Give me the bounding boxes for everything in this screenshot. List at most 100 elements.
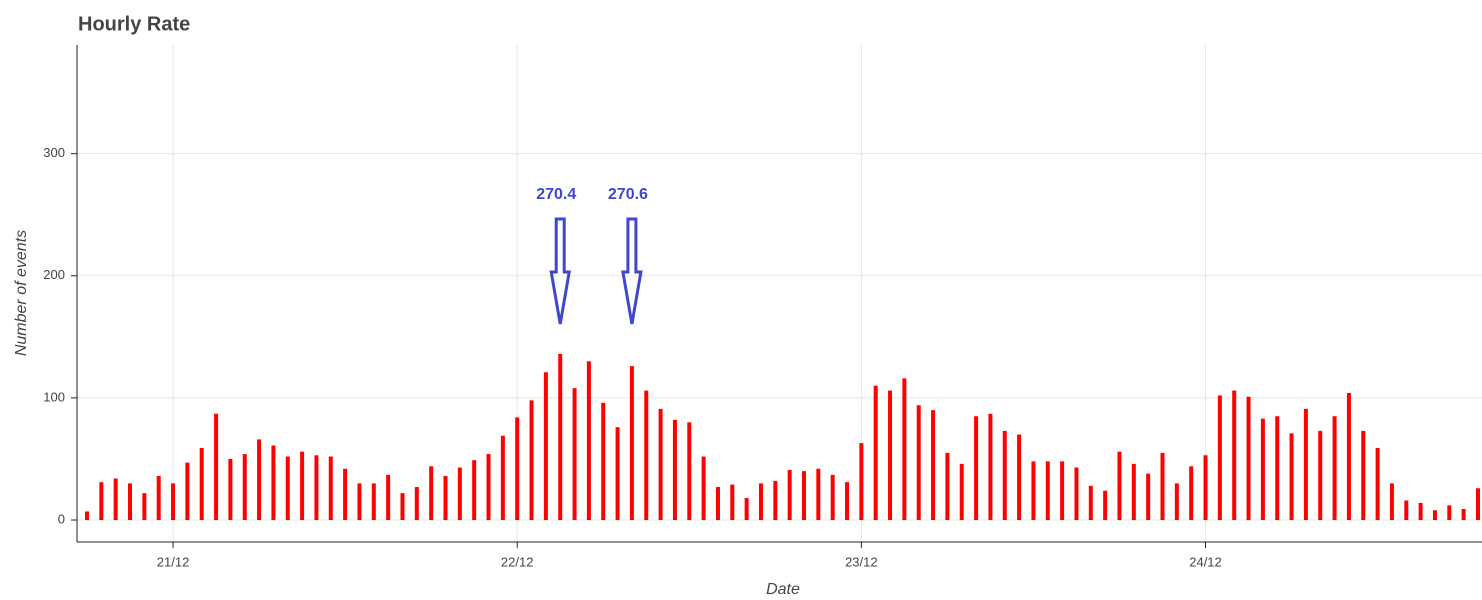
bar bbox=[271, 445, 276, 521]
bar bbox=[1346, 393, 1351, 521]
bar bbox=[1246, 396, 1251, 521]
bar bbox=[257, 439, 262, 521]
bar bbox=[816, 468, 821, 521]
bar bbox=[744, 498, 749, 521]
bar bbox=[845, 482, 850, 521]
bar bbox=[386, 474, 391, 521]
bar bbox=[701, 456, 706, 521]
bar bbox=[644, 390, 649, 521]
annotation-label: 270.6 bbox=[608, 186, 648, 203]
y-axis-label: Number of events bbox=[13, 230, 30, 356]
y-tick-label: 300 bbox=[43, 145, 65, 160]
bar bbox=[615, 427, 620, 521]
bar bbox=[672, 419, 677, 521]
bar bbox=[515, 417, 520, 521]
bar bbox=[601, 402, 606, 521]
bar bbox=[472, 460, 477, 521]
bar bbox=[1074, 467, 1079, 521]
bar bbox=[1260, 418, 1265, 521]
bar bbox=[142, 493, 147, 521]
bar bbox=[1275, 416, 1280, 521]
bar bbox=[988, 413, 993, 521]
bar bbox=[1017, 434, 1022, 521]
bar bbox=[1361, 430, 1366, 521]
bar bbox=[873, 385, 878, 521]
bar bbox=[1174, 483, 1179, 521]
bar bbox=[1447, 505, 1452, 521]
chart-title: Hourly Rate bbox=[78, 13, 190, 35]
bar bbox=[902, 378, 907, 521]
bar bbox=[1131, 463, 1136, 521]
bar bbox=[199, 447, 204, 521]
annotation-label: 270.4 bbox=[536, 186, 576, 203]
bar bbox=[443, 476, 448, 521]
bar bbox=[1404, 500, 1409, 521]
bar bbox=[85, 511, 89, 521]
bar bbox=[1461, 509, 1466, 521]
x-tick-label: 22/12 bbox=[501, 554, 534, 569]
bar bbox=[787, 469, 792, 521]
bar bbox=[931, 410, 936, 521]
bar bbox=[1002, 430, 1007, 521]
bar bbox=[1375, 447, 1380, 521]
bar bbox=[314, 455, 319, 521]
bar bbox=[486, 454, 491, 521]
bar bbox=[802, 471, 806, 521]
bar bbox=[1189, 466, 1194, 521]
bar bbox=[156, 476, 161, 521]
bar bbox=[629, 366, 634, 521]
bar bbox=[558, 353, 563, 521]
bar bbox=[228, 458, 233, 521]
x-tick-label: 21/12 bbox=[157, 554, 190, 569]
bar bbox=[773, 480, 778, 521]
bar bbox=[185, 462, 190, 521]
bar bbox=[730, 484, 735, 521]
bar bbox=[1045, 461, 1050, 521]
bar bbox=[959, 463, 964, 521]
bar bbox=[1418, 502, 1423, 521]
y-tick-label: 100 bbox=[43, 389, 65, 404]
bar bbox=[658, 408, 663, 521]
bar bbox=[1031, 461, 1036, 521]
bar bbox=[1217, 395, 1222, 521]
bar bbox=[357, 483, 362, 521]
bar bbox=[128, 483, 133, 521]
bar bbox=[1103, 490, 1108, 521]
bar bbox=[715, 487, 720, 521]
bar bbox=[1389, 483, 1394, 521]
bar bbox=[1318, 430, 1323, 521]
bar bbox=[1475, 488, 1480, 521]
bar bbox=[171, 483, 176, 521]
bar bbox=[1088, 485, 1093, 521]
bar bbox=[945, 452, 950, 521]
bar bbox=[859, 443, 864, 521]
bar bbox=[457, 467, 462, 521]
bar bbox=[285, 456, 290, 521]
bar bbox=[343, 468, 348, 521]
bar bbox=[543, 372, 548, 521]
bar bbox=[1203, 455, 1208, 521]
bar bbox=[916, 405, 921, 521]
y-tick-label: 200 bbox=[43, 267, 65, 282]
bar bbox=[1146, 473, 1151, 521]
bar bbox=[586, 361, 591, 521]
bar bbox=[1303, 408, 1308, 521]
bar bbox=[99, 482, 104, 521]
bar bbox=[1232, 390, 1237, 521]
bar bbox=[888, 390, 893, 521]
x-tick-label: 24/12 bbox=[1189, 554, 1222, 569]
bar bbox=[414, 487, 419, 521]
bar bbox=[1160, 452, 1165, 521]
bar bbox=[500, 435, 505, 521]
x-axis-label: Date bbox=[766, 581, 800, 598]
bar bbox=[572, 388, 577, 521]
bar bbox=[214, 413, 219, 521]
bar bbox=[1332, 416, 1337, 521]
bar bbox=[371, 483, 376, 521]
bar bbox=[113, 478, 118, 521]
annotation-arrow bbox=[549, 217, 572, 325]
bar bbox=[1289, 433, 1294, 521]
bar bbox=[529, 400, 534, 521]
bar bbox=[328, 456, 333, 521]
